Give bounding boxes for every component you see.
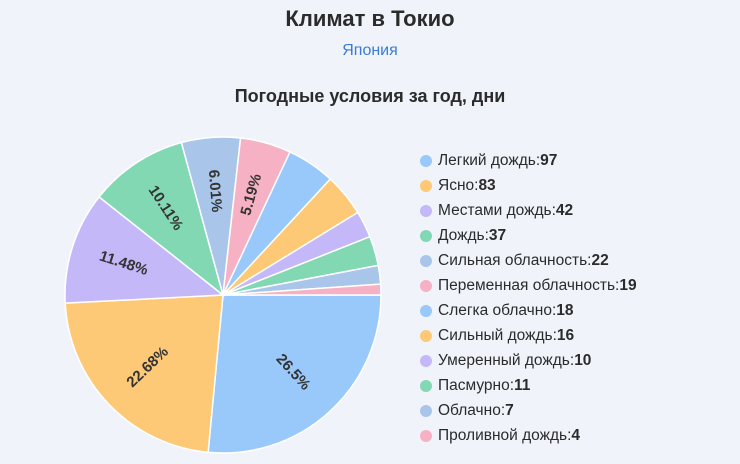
legend-value: 11 <box>514 376 531 394</box>
legend-item[interactable]: Сильный дождь: 16 <box>420 323 637 348</box>
legend-swatch <box>420 154 432 167</box>
legend-label: Проливной дождь: <box>438 426 572 444</box>
pie-slice[interactable] <box>98 141 225 298</box>
country-link[interactable]: Япония <box>342 42 398 59</box>
pie-slice[interactable] <box>64 195 226 304</box>
chart-legend: Легкий дождь: 97 Ясно: 83 Местами дождь: 4… <box>420 148 637 448</box>
legend-item[interactable]: Сильная облачность: 22 <box>420 248 637 273</box>
legend-swatch <box>420 279 432 292</box>
legend-item[interactable]: Умеренный дождь: 10 <box>420 348 637 373</box>
legend-value: 16 <box>556 326 575 344</box>
legend-value: 37 <box>488 226 507 244</box>
legend-swatch <box>420 179 432 192</box>
legend-value: 42 <box>555 201 574 219</box>
legend-item[interactable]: Переменная облачность: 19 <box>420 273 637 298</box>
legend-value: 97 <box>540 151 558 169</box>
legend-label: Дождь: <box>438 226 489 244</box>
slice-percent-label: 6.01% <box>205 169 225 213</box>
legend-swatch <box>420 229 432 242</box>
legend-value: 10 <box>574 351 592 369</box>
legend-swatch <box>420 354 432 367</box>
legend-value: 19 <box>619 276 637 294</box>
legend-label: Ясно: <box>438 176 479 194</box>
legend-value: 83 <box>478 176 496 194</box>
legend-swatch <box>420 329 432 342</box>
legend-label: Пасмурно: <box>438 376 515 394</box>
chart-title: Погодные условия за год, дни <box>234 86 506 106</box>
legend-swatch <box>420 379 432 392</box>
pie-slice[interactable] <box>222 283 382 296</box>
legend-item[interactable]: Проливной дождь: 4 <box>420 423 637 448</box>
legend-label: Облачно: <box>438 401 506 419</box>
legend-swatch <box>420 254 432 267</box>
legend-swatch <box>420 304 432 317</box>
legend-item[interactable]: Местами дождь: 42 <box>420 198 637 223</box>
pie-slice[interactable] <box>64 294 224 454</box>
legend-swatch <box>420 404 432 417</box>
legend-item[interactable]: Пасмурно: 11 <box>420 373 637 398</box>
legend-value: 18 <box>556 301 574 319</box>
legend-label: Местами дождь: <box>438 201 556 219</box>
legend-label: Сильная облачность: <box>438 251 592 269</box>
legend-item[interactable]: Ясно: 83 <box>420 173 637 198</box>
legend-swatch <box>420 204 432 217</box>
pie-slice[interactable] <box>207 294 382 454</box>
page-title: Климат в Токио <box>285 6 455 31</box>
legend-item[interactable]: Дождь: 37 <box>420 223 637 248</box>
legend-label: Легкий дождь: <box>438 151 541 169</box>
legend-value: 4 <box>571 426 581 444</box>
legend-label: Слегка облачно: <box>438 301 557 319</box>
legend-label: Умеренный дождь: <box>438 351 575 369</box>
legend-item[interactable]: Легкий дождь: 97 <box>420 148 637 173</box>
legend-label: Переменная облачность: <box>438 276 620 294</box>
legend-value: 7 <box>505 401 514 419</box>
legend-item[interactable]: Облачно: 7 <box>420 398 637 423</box>
legend-swatch <box>420 429 432 442</box>
legend-label: Сильный дождь: <box>438 326 557 344</box>
legend-item[interactable]: Слегка облачно: 18 <box>420 298 637 323</box>
legend-value: 22 <box>591 251 609 269</box>
